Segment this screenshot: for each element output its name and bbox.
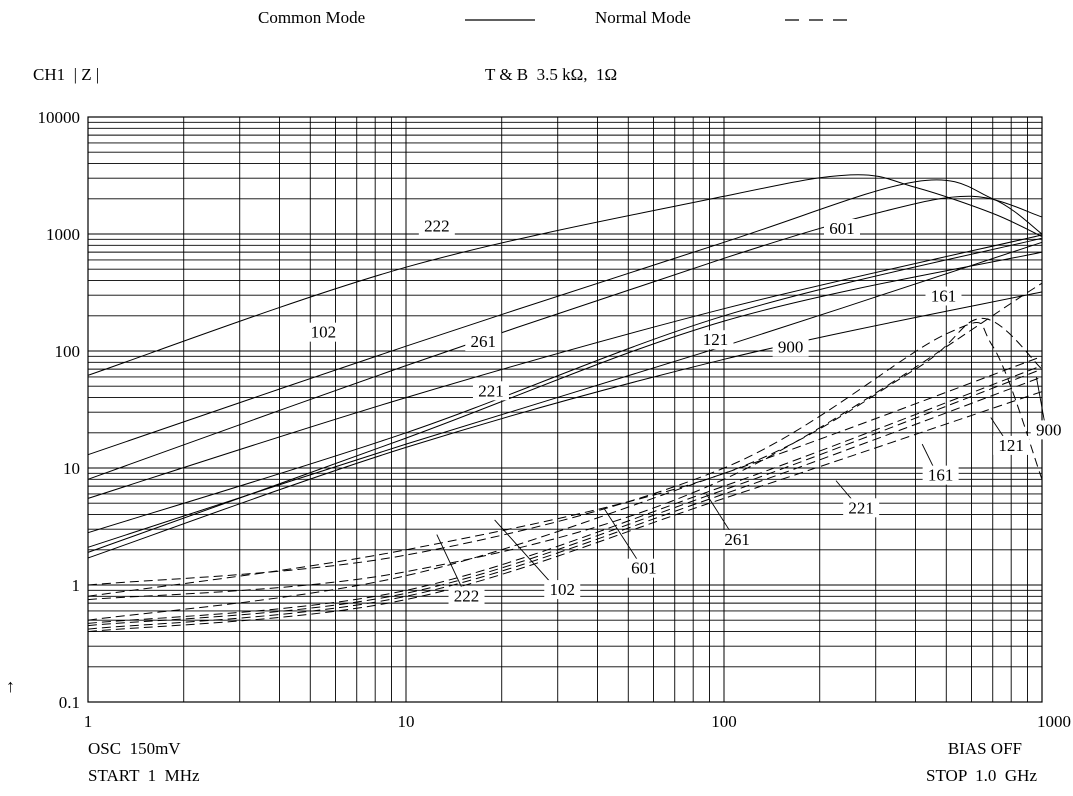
normal-mode-label-bg: [719, 529, 756, 549]
normal-mode-leader-102: [494, 519, 559, 591]
normal-mode-label-222: 222: [454, 587, 480, 606]
normal-mode-label-bg: [448, 586, 485, 606]
common-mode-label-121: 121: [703, 330, 729, 349]
common-mode-label-601: 601: [829, 219, 855, 238]
common-mode-label-261: 261: [471, 332, 497, 351]
normal-mode-line-121: [87, 391, 1043, 633]
common-mode-line-900: [87, 291, 1043, 559]
legend: Common Mode Normal Mode: [258, 8, 855, 27]
bias-status: BIAS OFF: [948, 739, 1022, 758]
common-mode-series: [87, 174, 1043, 559]
common-mode-label-bg: [472, 381, 509, 401]
x-tick-labels: 1 10 100 1000: [84, 712, 1071, 731]
start-frequency: START 1 MHz: [88, 766, 200, 785]
common-mode-line-102: [87, 195, 1043, 480]
arrow-glyph: ↑: [6, 676, 15, 696]
y-tick-labels: 10000 1000 100 10 1 0.1: [38, 108, 81, 712]
x-tick-label: 100: [711, 712, 737, 731]
osc-level: OSC 150mV: [88, 739, 181, 758]
normal-mode-line-161: [87, 376, 1043, 630]
normal-mode-label-bg: [544, 580, 581, 600]
common-mode-line-121: [87, 241, 1043, 548]
normal-mode-label-221: 221: [848, 498, 874, 517]
normal-mode-leader-601: [603, 508, 642, 567]
normal-mode-label-bg: [993, 435, 1030, 455]
normal-mode-line-900: [87, 317, 1043, 597]
common-mode-label-900: 900: [778, 338, 804, 357]
common-mode-label-222: 222: [424, 217, 450, 236]
common-mode-line-161: [87, 251, 1043, 553]
common-mode-label-bg: [925, 286, 962, 306]
common-mode-label-102: 102: [311, 323, 337, 342]
y-tick-label: 10000: [38, 108, 81, 127]
normal-mode-label-102: 102: [550, 580, 576, 599]
normal-mode-label-bg: [922, 465, 959, 485]
stop-frequency: STOP 1.0 GHz: [926, 766, 1037, 785]
y-tick-label: 10: [63, 459, 80, 478]
y-tick-label: 1000: [46, 225, 80, 244]
grid: [88, 117, 1042, 702]
x-tick-label: 1000: [1037, 712, 1071, 731]
normal-mode-line-221: [87, 368, 1043, 627]
common-mode-label-bg: [823, 219, 860, 238]
y-tick-label: 100: [55, 342, 81, 361]
common-mode-line-221: [87, 237, 1043, 534]
common-mode-label-bg: [305, 322, 342, 342]
normal-mode-label-900: 900: [1036, 420, 1062, 439]
normal-mode-label-bg: [625, 558, 662, 578]
normal-mode-label-121: 121: [998, 436, 1024, 455]
normal-mode-line-601: [87, 355, 1043, 621]
normal-mode-label-bg: [1030, 420, 1067, 440]
common-mode-line-222: [87, 174, 1043, 376]
normal-mode-line-261: [87, 365, 1043, 624]
series-labels: 222 601 102 261 221 121 900 161 222 102 601 261 221 1…: [305, 216, 1067, 606]
normal-mode-label-161: 161: [928, 466, 954, 485]
normal-mode-line-222: [87, 321, 1043, 586]
y-tick-label: 1: [72, 576, 81, 595]
common-mode-label-221: 221: [478, 381, 504, 400]
normal-mode-series: [87, 282, 1043, 633]
normal-mode-label-261: 261: [724, 530, 750, 549]
x-tick-label: 10: [398, 712, 415, 731]
legend-common-label: Common Mode: [258, 8, 365, 27]
common-mode-label-bg: [772, 337, 809, 357]
common-mode-label-bg: [697, 330, 734, 350]
y-tick-label: 0.1: [59, 693, 80, 712]
normal-mode-label-601: 601: [631, 559, 657, 578]
y-axis-label: CH1 | Z |: [33, 65, 99, 84]
chart-title: T & B 3.5 kΩ, 1Ω: [485, 65, 617, 84]
legend-normal-label: Normal Mode: [595, 8, 691, 27]
common-mode-label-bg: [418, 216, 455, 236]
common-mode-line-261: [87, 234, 1043, 499]
common-mode-label-161: 161: [931, 286, 957, 305]
normal-mode-line-102: [87, 282, 1043, 601]
x-tick-label: 1: [84, 712, 93, 731]
common-mode-label-bg: [465, 332, 502, 352]
common-mode-line-601: [87, 179, 1043, 456]
normal-mode-label-bg: [843, 498, 880, 518]
